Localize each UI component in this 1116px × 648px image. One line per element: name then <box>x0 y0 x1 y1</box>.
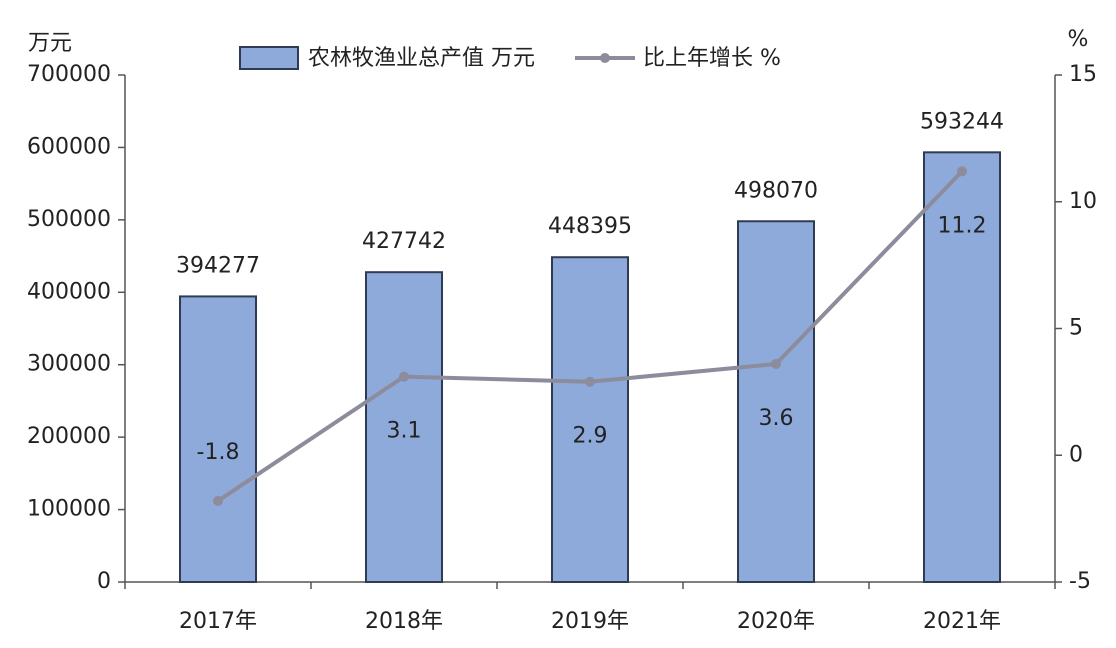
y-tick-label: 600000 <box>27 134 111 159</box>
bar-value-label: 448395 <box>548 214 632 239</box>
y2-tick-label: 0 <box>1069 442 1083 467</box>
y2-axis-unit: % <box>1068 27 1089 52</box>
line-value-label: -1.8 <box>197 440 240 465</box>
x-tick-label: 2020年 <box>737 609 815 634</box>
bar-value-label: 427742 <box>362 229 446 254</box>
bar <box>365 271 443 583</box>
y-tick-label: 300000 <box>27 352 111 377</box>
line-marker <box>585 376 595 387</box>
line-marker <box>213 495 223 506</box>
y-tick-label: 400000 <box>27 279 111 304</box>
bar <box>551 256 629 583</box>
bar <box>179 295 257 583</box>
x-tick-label: 2018年 <box>365 609 443 634</box>
y-tick-label: 0 <box>97 569 111 594</box>
x-tick-label: 2019年 <box>551 609 629 634</box>
line-marker <box>399 371 409 382</box>
y2-tick-label: -5 <box>1069 569 1091 594</box>
x-tick-label: 2021年 <box>923 609 1001 634</box>
y-tick-label: 700000 <box>27 62 111 87</box>
bar-value-label: 593244 <box>920 109 1004 134</box>
line-value-label: 3.1 <box>387 419 422 444</box>
x-tick-label: 2017年 <box>179 609 257 634</box>
y2-tick-label: 5 <box>1069 316 1083 341</box>
legend-swatch <box>239 46 299 70</box>
legend-label: 农林牧渔业总产值 万元 <box>308 46 535 71</box>
bar-value-label: 394277 <box>176 253 260 278</box>
y-axis-unit: 万元 <box>28 31 72 56</box>
bar <box>737 220 815 584</box>
y-tick-label: 100000 <box>27 497 111 522</box>
line-marker <box>771 358 781 369</box>
legend-label: 比上年增长 % <box>643 46 781 71</box>
line-marker <box>957 166 967 177</box>
bar <box>923 151 1001 583</box>
bar-value-label: 498070 <box>734 178 818 203</box>
legend-marker <box>600 53 610 63</box>
y2-tick-label: 10 <box>1069 189 1097 214</box>
y-tick-label: 500000 <box>27 207 111 232</box>
line-value-label: 3.6 <box>759 406 794 431</box>
line-value-label: 2.9 <box>573 424 608 449</box>
y-tick-label: 200000 <box>27 424 111 449</box>
y2-tick-label: 15 <box>1069 62 1097 87</box>
line-value-label: 11.2 <box>938 213 987 238</box>
